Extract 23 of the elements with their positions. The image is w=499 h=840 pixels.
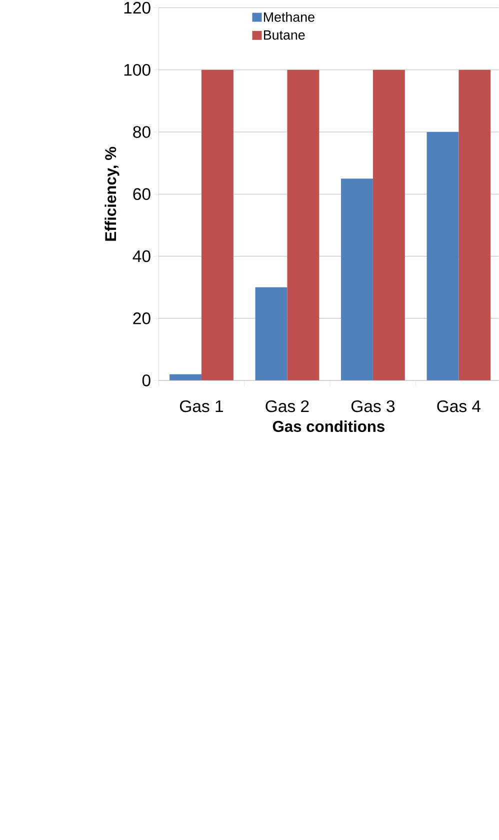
y-tick-label: 0 [142,374,150,386]
legend-label: Butane [264,30,305,40]
y-axis-title: Efficiency, % [104,146,120,241]
y-tick-label: 20 [133,312,150,324]
x-tick-label: Gas 3 [351,400,395,412]
y-tick-label: 80 [133,126,150,138]
y-tick-label: 40 [132,250,150,262]
y-tick-label: 60 [133,188,150,200]
bar [458,70,491,380]
bar [255,287,288,380]
y-tick-label: 100 [124,64,150,76]
x-tick-label: Gas 1 [180,400,224,412]
x-tick-label: Gas 4 [437,400,481,412]
bar [372,70,405,380]
y-tick-label: 120 [124,2,150,14]
x-axis-title: Gas conditions [272,420,385,432]
bar [426,132,459,380]
bar [287,70,320,380]
x-tick-label: Gas 2 [266,400,309,412]
legend-label: Methane [264,12,314,22]
bar [170,374,202,380]
bar [341,178,373,380]
bar [202,70,234,380]
